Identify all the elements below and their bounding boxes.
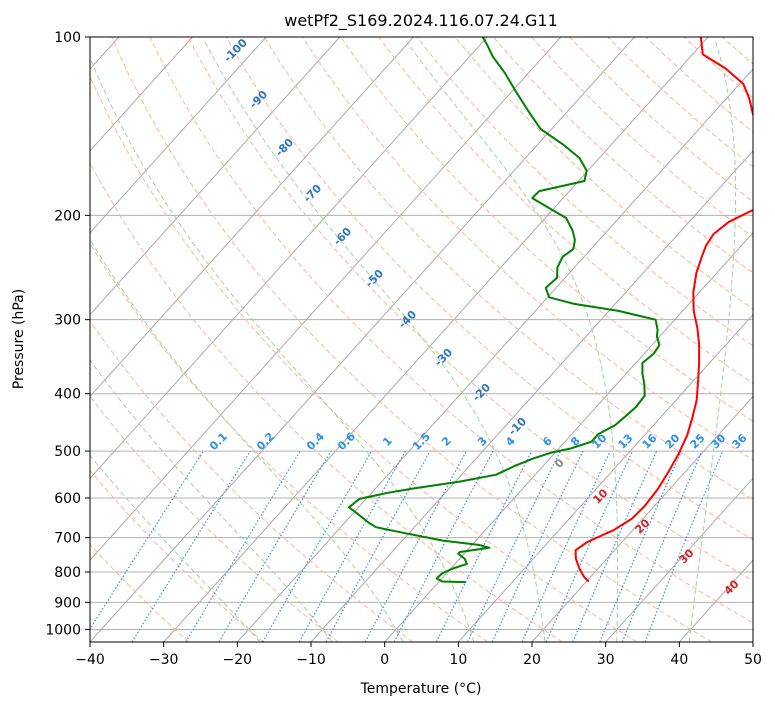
y-tick-label: 300 bbox=[54, 313, 81, 329]
isotherm-line bbox=[90, 37, 267, 234]
mixing-ratio-line bbox=[521, 450, 611, 642]
moist-adiabat-line bbox=[688, 41, 737, 642]
x-tick-label: 40 bbox=[670, 652, 688, 668]
mixing-ratio-line bbox=[545, 450, 634, 642]
x-tick-label: 10 bbox=[449, 652, 467, 668]
dry-adiabat-line bbox=[378, 37, 753, 385]
y-tick-label: 200 bbox=[54, 208, 81, 224]
mixing-ratio-line bbox=[572, 450, 658, 642]
mixing-ratio-line bbox=[185, 450, 301, 642]
mixing-ratio-line bbox=[393, 450, 494, 642]
isotherm-line bbox=[163, 37, 709, 642]
mixing-ratio-line bbox=[90, 450, 204, 631]
mixing-ratio-line bbox=[435, 450, 533, 642]
isotherm-line bbox=[457, 313, 753, 642]
x-tick-label: 50 bbox=[744, 652, 762, 668]
dry-adiabat-line bbox=[90, 161, 563, 642]
y-tick-label: 1000 bbox=[45, 622, 81, 638]
dry-adiabat-line bbox=[90, 242, 488, 642]
isotherm-line bbox=[90, 37, 635, 642]
dry-adiabat-line bbox=[90, 320, 414, 642]
x-axis-title: Temperature (°C) bbox=[360, 681, 482, 697]
y-tick-label: 500 bbox=[54, 444, 81, 460]
mixing-ratio-line bbox=[491, 450, 584, 642]
y-tick-label: 600 bbox=[54, 491, 81, 507]
dry-adiabat-line bbox=[90, 75, 638, 642]
isotherm-line bbox=[236, 68, 753, 642]
y-tick-label: 700 bbox=[54, 531, 81, 547]
plot-frame bbox=[89, 36, 754, 643]
isotherm-line bbox=[90, 37, 193, 152]
moist-adiabat-line bbox=[90, 238, 404, 642]
profile-lines bbox=[348, 37, 753, 584]
x-tick-label: −40 bbox=[75, 652, 105, 668]
isotherm-line bbox=[90, 37, 414, 398]
mixing-ratio-line bbox=[621, 450, 703, 642]
chart-title: wetPf2_S169.2024.116.07.24.G11 bbox=[284, 11, 558, 31]
x-tick-label: −30 bbox=[149, 652, 179, 668]
axis-ticks: −40 −30 −20 −10 0 10 20 30 40 50 1000 900 800 700 600 5… bbox=[45, 30, 762, 668]
moist-adiabat-line bbox=[204, 41, 546, 642]
dry-adiabat-line bbox=[90, 395, 339, 642]
dry-adiabat-line bbox=[302, 37, 753, 461]
dry-adiabat-line bbox=[569, 37, 753, 203]
moist-adiabat-line bbox=[90, 56, 475, 642]
dry-adiabat-line bbox=[187, 37, 753, 582]
isotherm-line bbox=[90, 37, 488, 480]
dewpoint-profile-line bbox=[348, 37, 661, 584]
mixing-ratio-line bbox=[325, 450, 431, 642]
x-tick-label: 20 bbox=[523, 652, 541, 668]
temperature-profile-line bbox=[574, 37, 753, 583]
background-lines bbox=[90, 37, 753, 642]
dry-adiabat-line bbox=[264, 37, 753, 501]
y-tick-label: 400 bbox=[54, 387, 81, 403]
y-tick-label: 800 bbox=[54, 565, 81, 581]
dry-adiabat-line bbox=[90, 469, 264, 642]
x-tick-label: −10 bbox=[296, 652, 326, 668]
y-axis-title: Pressure (hPa) bbox=[11, 289, 27, 389]
isotherm-line bbox=[90, 37, 562, 561]
x-tick-label: 0 bbox=[380, 652, 389, 668]
mixing-ratio-line bbox=[364, 450, 467, 642]
dry-adiabat-line bbox=[416, 37, 753, 347]
moist-adiabat-line bbox=[90, 454, 261, 642]
mixing-ratio-line bbox=[599, 450, 682, 642]
dry-adiabat-line bbox=[111, 37, 712, 642]
dry-adiabat-line bbox=[493, 37, 753, 274]
mixing-ratio-line bbox=[644, 450, 724, 642]
isotherm-line bbox=[531, 395, 753, 642]
y-tick-label: 900 bbox=[54, 595, 81, 611]
mixing-ratio-line bbox=[131, 450, 251, 642]
isotherm-line bbox=[605, 477, 753, 642]
y-tick-label: 100 bbox=[54, 30, 81, 46]
x-tick-label: −20 bbox=[223, 652, 253, 668]
moist-adiabat-line bbox=[406, 41, 619, 642]
dry-adiabat-line bbox=[225, 37, 753, 541]
isotherm-line bbox=[90, 37, 341, 316]
dry-adiabat-line bbox=[149, 37, 753, 624]
x-tick-label: 30 bbox=[597, 652, 615, 668]
